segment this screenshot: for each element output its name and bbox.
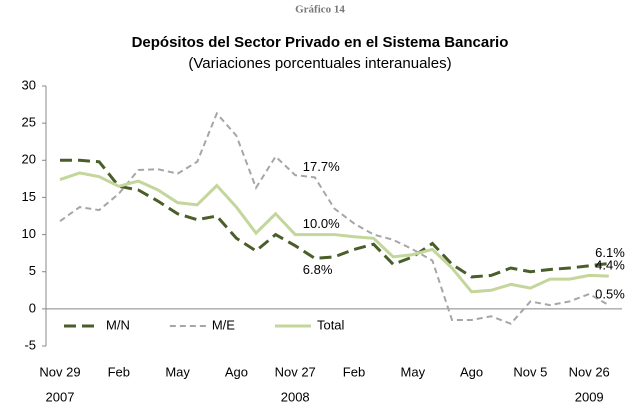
- series-line: [59, 111, 610, 325]
- legend-label: M/N: [106, 317, 130, 332]
- chart-supertitle: Gráfico 14: [295, 4, 345, 16]
- y-tick-label: -5: [24, 337, 36, 352]
- y-tick-label: 20: [22, 152, 36, 167]
- legend-label: Total: [317, 317, 345, 332]
- y-tick-label: 15: [22, 189, 36, 204]
- x-year-label: 2007: [46, 389, 75, 404]
- series-line: [59, 171, 609, 294]
- x-tick-label: May: [165, 364, 190, 379]
- y-tick-label: 0: [29, 300, 36, 315]
- x-year-label: 2008: [281, 389, 310, 404]
- value-label: 6.1%: [595, 245, 625, 260]
- legend-label: M/E: [212, 317, 235, 332]
- x-tick-label: Nov 5: [513, 364, 547, 379]
- value-label: 0.5%: [595, 287, 625, 302]
- value-label: 4.4%: [595, 258, 625, 273]
- value-label: 6.8%: [303, 262, 333, 277]
- x-tick-label: Ago: [225, 364, 248, 379]
- x-tick-label: May: [401, 364, 426, 379]
- chart-title: Depósitos del Sector Privado en el Siste…: [132, 34, 509, 51]
- x-tick-label: Feb: [343, 364, 365, 379]
- x-tick-label: Ago: [460, 364, 483, 379]
- y-tick-label: 30: [22, 77, 36, 92]
- y-tick-label: 25: [22, 115, 36, 130]
- value-label: 10.0%: [303, 216, 340, 231]
- x-tick-label: Feb: [108, 364, 130, 379]
- value-label: 17.7%: [303, 159, 340, 174]
- x-tick-label: Nov 26: [569, 364, 610, 379]
- chart-subtitle: (Variaciones porcentuales interanuales): [188, 55, 451, 72]
- x-tick-label: Nov 27: [275, 364, 316, 379]
- y-tick-label: 10: [22, 226, 36, 241]
- y-tick-label: 5: [29, 263, 36, 278]
- x-year-label: 2009: [575, 389, 604, 404]
- x-tick-label: Nov 29: [39, 364, 80, 379]
